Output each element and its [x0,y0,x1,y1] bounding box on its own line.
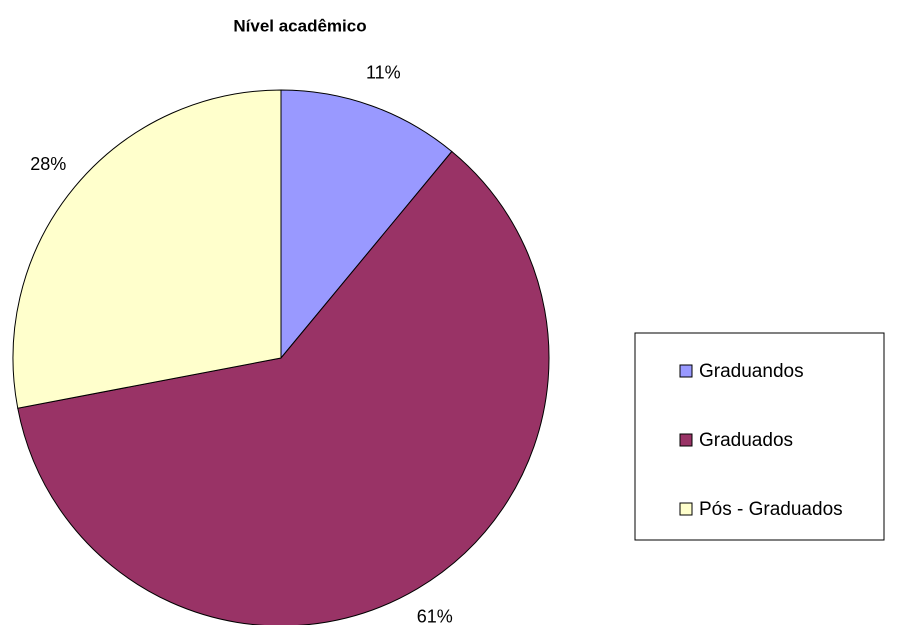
chart-title: Nível acadêmico [233,16,366,35]
legend-label: Graduados [699,430,793,451]
legend-swatch [679,502,693,516]
data-label: 61% [417,607,453,625]
legend-label: Graduandos [699,361,804,382]
legend-swatch [679,364,693,378]
legend-label: Pós - Graduados [699,499,843,520]
data-label: 11% [366,63,401,83]
legend-swatch [679,433,693,447]
pie-slice [12,89,282,409]
legend-box [634,332,885,541]
pie-slice [280,89,453,360]
data-label: 28% [30,154,66,174]
pie-slice [17,150,550,625]
